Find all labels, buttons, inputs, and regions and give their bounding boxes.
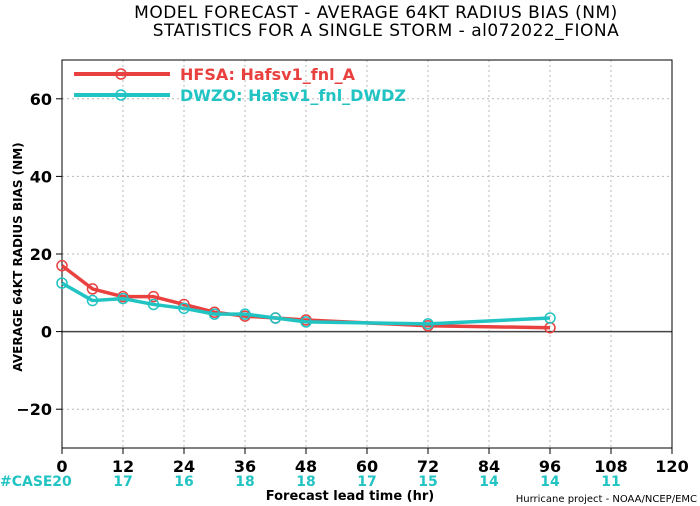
data-point-dwzo	[147, 298, 160, 311]
legend-label-dwzo: DWZO: Hafsv1_fnl_DWDZ	[180, 86, 406, 105]
y-tick-label: 60	[30, 90, 52, 109]
x-axis-label: Forecast lead time (hr)	[266, 489, 434, 504]
case-count: 11	[601, 474, 620, 490]
series-lines	[56, 259, 556, 334]
data-point-dwzo	[86, 294, 99, 307]
series-line-dwzo	[61, 281, 551, 326]
case-count: 20	[52, 474, 72, 490]
data-point-hfsa	[86, 283, 99, 295]
x-tick-label: 24	[173, 457, 195, 476]
data-point-dwzo	[300, 316, 312, 328]
data-point-dwzo	[117, 292, 129, 305]
x-tick-label: 108	[594, 457, 627, 476]
case-count: 16	[174, 474, 193, 490]
case-counts: 20 17 16 18 18 17 15 14 14 11	[52, 474, 620, 490]
case-count: 14	[479, 474, 499, 490]
x-tick-label: 36	[234, 457, 256, 476]
data-point-dwzo	[56, 277, 68, 289]
case-count: 17	[357, 474, 376, 490]
data-point-hfsa	[147, 290, 160, 303]
grid-lines	[62, 60, 672, 448]
data-point-dwzo	[544, 312, 556, 324]
x-axis-ticks: 0 12 24 36 48 60 72 84 96 108 120	[56, 448, 689, 476]
y-tick-label: −20	[16, 400, 52, 419]
y-tick-label: 0	[41, 323, 52, 342]
legend-marker-hfsa	[115, 68, 127, 80]
chart-title-line1: MODEL FORECAST - AVERAGE 64KT RADIUS BIA…	[134, 3, 618, 23]
data-point-dwzo	[208, 308, 221, 320]
case-count: 18	[235, 474, 254, 490]
case-label: #CASE	[0, 474, 53, 490]
x-tick-label: 48	[295, 457, 317, 476]
case-count: 15	[418, 474, 437, 490]
y-tick-label: 20	[30, 245, 52, 264]
x-tick-label: 84	[478, 457, 500, 476]
y-axis-label: AVERAGE 64KT RADIUS BIAS (NM)	[11, 142, 25, 371]
case-count: 14	[540, 474, 560, 490]
x-tick-label: 120	[655, 457, 688, 476]
data-point-dwzo	[269, 312, 282, 324]
y-axis-ticks: −20 0 20 40 60	[16, 90, 62, 419]
x-tick-label: 96	[539, 457, 561, 476]
data-point-dwzo	[422, 318, 434, 330]
legend-marker-dwzo	[115, 89, 127, 101]
x-tick-label: 12	[112, 457, 134, 476]
case-count: 18	[296, 474, 315, 490]
chart-title-line2: STATISTICS FOR A SINGLE STORM - al072022…	[153, 21, 620, 41]
case-count: 17	[113, 474, 132, 490]
x-tick-label: 72	[417, 457, 439, 476]
y-tick-label: 40	[30, 167, 52, 186]
x-tick-label: 60	[356, 457, 378, 476]
legend: HFSA: Hafsv1_fnl_A DWZO: Hafsv1_fnl_DWDZ	[74, 65, 406, 105]
credit-text: Hurricane project - NOAA/NCEP/EMC	[516, 494, 697, 505]
legend-label-hfsa: HFSA: Hafsv1_fnl_A	[180, 65, 356, 84]
x-tick-label: 0	[56, 457, 67, 476]
data-point-dwzo	[239, 308, 251, 320]
data-point-dwzo	[178, 302, 190, 315]
data-point-hfsa	[56, 259, 68, 272]
